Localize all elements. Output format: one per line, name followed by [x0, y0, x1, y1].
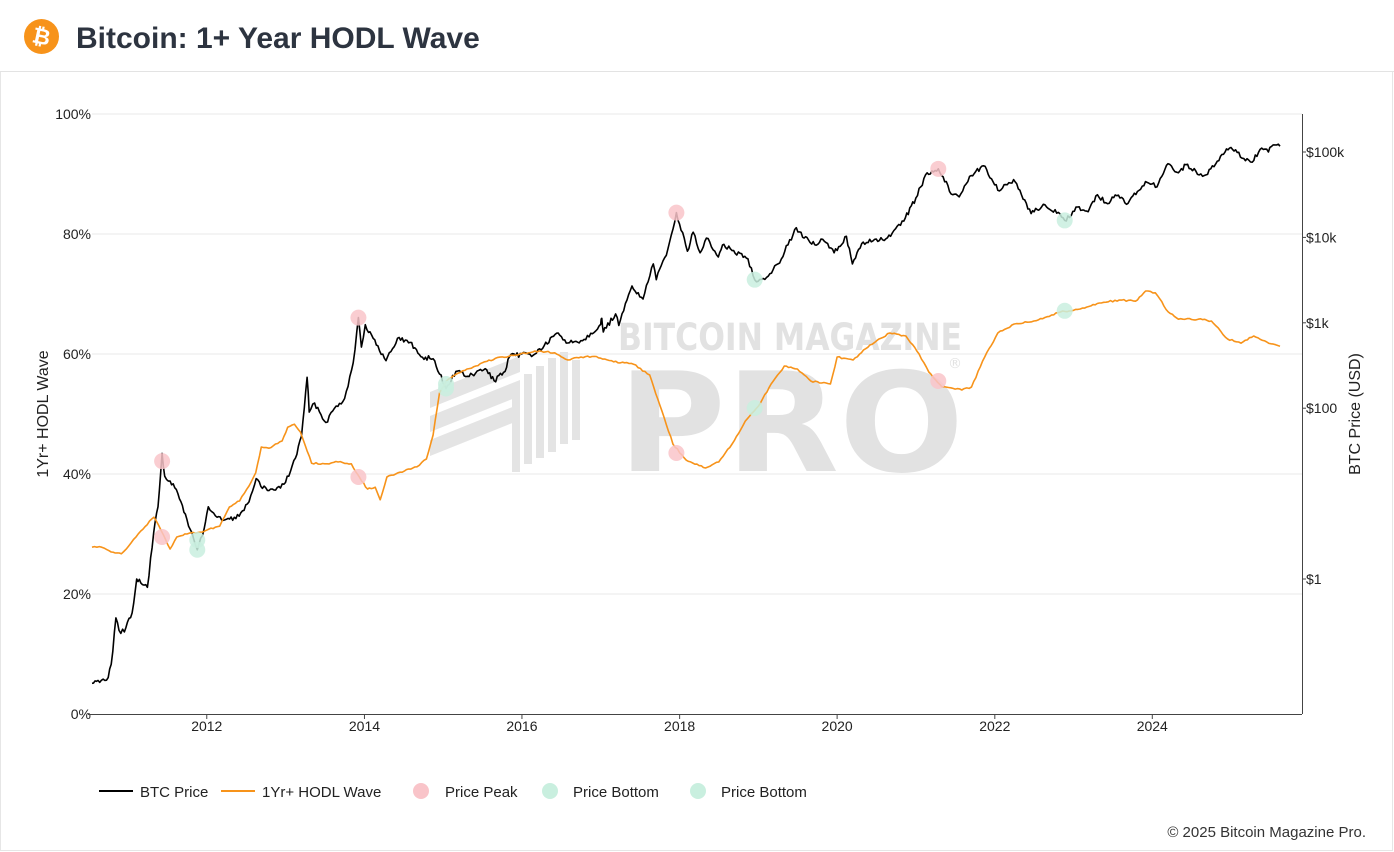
price-peak-marker — [154, 529, 171, 545]
y-right-tick-label: $100k — [1306, 144, 1345, 160]
price-peak-marker — [668, 445, 685, 461]
y-right-axis-title: BTC Price (USD) — [1347, 353, 1364, 475]
price-peak-marker — [930, 373, 947, 389]
legend-label: BTC Price — [140, 784, 208, 801]
y-left-tick-label: 20% — [63, 586, 91, 602]
x-tick-label: 2018 — [664, 718, 695, 734]
price-bottom-marker — [1056, 302, 1073, 319]
bitcoin-logo-icon: ₿ — [24, 19, 59, 54]
legend-label: 1Yr+ HODL Wave — [262, 784, 381, 801]
y-left-tick-label: 40% — [63, 466, 91, 482]
price-peak-marker — [350, 309, 367, 326]
x-tick-label: 2024 — [1137, 718, 1168, 734]
legend-label: Price Bottom — [573, 784, 659, 801]
price-peak-marker — [154, 453, 171, 470]
price-bottom-marker — [1056, 212, 1073, 229]
legend-swatch-dot — [542, 783, 558, 799]
watermark-emblem — [430, 352, 580, 472]
price-bottom-marker — [746, 400, 763, 416]
x-tick-label: 2016 — [506, 718, 537, 734]
price-bottom-marker — [189, 532, 206, 548]
page-title: Bitcoin: 1+ Year HODL Wave — [76, 22, 480, 55]
legend-swatch-dot — [413, 783, 429, 799]
markers — [154, 160, 1073, 558]
price-peak-marker — [350, 469, 367, 485]
price-peak-marker — [668, 204, 685, 221]
x-tick-label: 2022 — [979, 718, 1010, 734]
axes: 0% 20% 40% 60% 80% 100% 2012 2014 2016 2018 2020 20… — [35, 106, 1364, 734]
y-right-tick-label: $1 — [1306, 571, 1322, 587]
hodl-wave-line — [91, 290, 1281, 555]
chart-header: ₿ Bitcoin: 1+ Year HODL Wave — [0, 0, 1394, 72]
x-tick-label: 2014 — [349, 718, 380, 734]
y-right-tick-label: $100 — [1306, 400, 1337, 416]
chart-frame — [0, 72, 1393, 851]
y-left-tick-label: 100% — [55, 106, 91, 122]
legend-label: Price Bottom — [721, 784, 807, 801]
y-right-tick-label: $1k — [1306, 315, 1330, 331]
grid — [92, 113, 1302, 595]
legend-swatch-dot — [690, 783, 706, 799]
price-peak-marker — [930, 160, 947, 177]
copyright: © 2025 Bitcoin Magazine Pro. — [1167, 824, 1366, 841]
y-left-axis-title: 1Yr+ HODL Wave — [35, 350, 52, 477]
watermark-registered-mark: ® — [948, 356, 962, 372]
x-tick-label: 2020 — [822, 718, 853, 734]
bitcoin-logo-symbol: ₿ — [30, 23, 53, 51]
price-bottom-marker — [438, 376, 455, 392]
btc-price-line — [91, 143, 1281, 685]
legend: BTC Price 1Yr+ HODL Wave Price Peak Price B… — [99, 783, 807, 801]
legend-label: Price Peak — [445, 784, 518, 801]
y-right-tick-label: $10k — [1306, 229, 1337, 245]
y-left-tick-label: 60% — [63, 346, 91, 362]
watermark-line2: PRO — [618, 343, 964, 504]
y-left-tick-label: 80% — [63, 226, 91, 242]
series-lines — [91, 143, 1281, 685]
price-bottom-marker — [746, 271, 763, 288]
watermark-line1: BITCOIN MAGAZINE — [618, 316, 962, 359]
x-tick-label: 2012 — [191, 718, 222, 734]
y-left-tick-label: 0% — [71, 706, 91, 722]
watermark: BITCOIN MAGAZINE PRO ® — [430, 316, 964, 504]
